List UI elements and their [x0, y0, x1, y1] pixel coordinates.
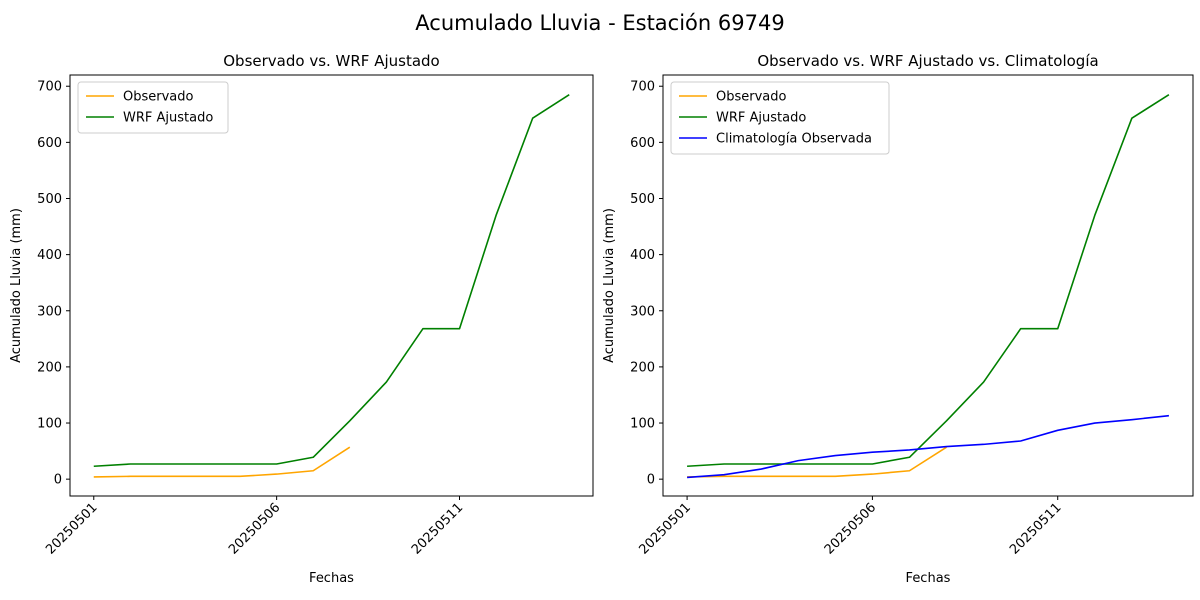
legend-entry: WRF Ajustado [123, 111, 213, 126]
y-tick-label: 500 [37, 192, 62, 207]
x-tick-label: 20250506 [822, 500, 879, 557]
legend-entry: Observado [716, 90, 787, 105]
chart-title: Observado vs. WRF Ajustado vs. Climatolo… [757, 52, 1098, 70]
legend: Observado WRF Ajustado [77, 81, 229, 134]
y-tick-label: 0 [647, 473, 655, 488]
chart-panels: Observado vs. WRF Ajustado 0 100 200 300 400 5… [9, 52, 1194, 586]
y-tick-label: 700 [37, 80, 62, 95]
chart-title: Observado vs. WRF Ajustado [223, 52, 439, 70]
y-tick-label: 100 [37, 417, 62, 432]
chart-panel-2: Observado vs. WRF Ajustado vs. Climatolo… [602, 52, 1194, 586]
y-tick-label: 500 [630, 192, 655, 207]
x-axis-label: Fechas [309, 571, 354, 586]
series-line-wrf-ajustado [93, 93, 570, 468]
figure-title: Acumulado Lluvia - Estación 69749 [415, 11, 784, 35]
x-tick-label: 20250511 [1007, 500, 1064, 557]
y-axis-label: Acumulado Lluvia (mm) [602, 208, 617, 363]
chart-panel-1: Observado vs. WRF Ajustado 0 100 200 300 400 5… [9, 52, 594, 586]
legend: Observado WRF Ajustado Climatología Observ… [670, 81, 890, 155]
x-axis-label: Fechas [906, 571, 951, 586]
legend-entry: Climatología Observada [716, 132, 872, 147]
x-tick-label: 20250506 [226, 500, 283, 557]
series-line-climatolog-a-observada [687, 414, 1169, 479]
y-tick-label: 300 [37, 304, 62, 319]
y-tick-label: 600 [37, 136, 62, 151]
y-tick-label: 400 [630, 248, 655, 263]
x-tick-label: 20250501 [637, 500, 694, 557]
series-line-observado [93, 446, 351, 478]
legend-entry: WRF Ajustado [716, 111, 806, 126]
plot-frame [662, 74, 1194, 497]
y-tick-label: 100 [630, 417, 655, 432]
legend-box [670, 81, 890, 155]
y-tick-label: 400 [37, 248, 62, 263]
legend-box [77, 81, 229, 134]
series-line-observado [687, 446, 947, 478]
y-tick-label: 300 [630, 304, 655, 319]
x-tick-label: 20250511 [409, 500, 466, 557]
y-tick-label: 200 [630, 360, 655, 375]
y-tick-label: 700 [630, 80, 655, 95]
x-tick-label: 20250501 [43, 500, 100, 557]
y-axis-label: Acumulado Lluvia (mm) [9, 208, 24, 363]
y-tick-label: 600 [630, 136, 655, 151]
y-tick-label: 0 [54, 473, 62, 488]
y-tick-label: 200 [37, 360, 62, 375]
plot-frame [69, 74, 594, 497]
series-line-wrf-ajustado [687, 93, 1170, 468]
legend-entry: Observado [123, 90, 194, 105]
